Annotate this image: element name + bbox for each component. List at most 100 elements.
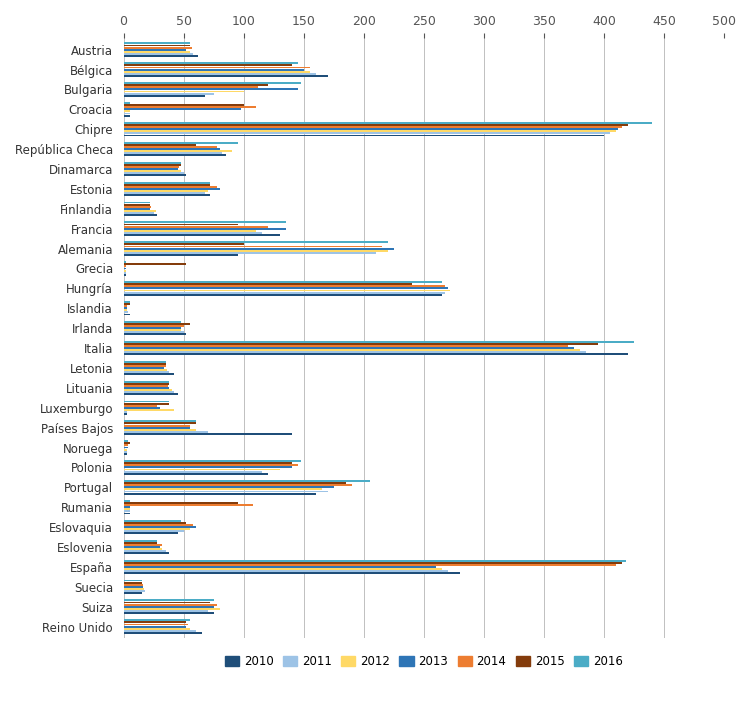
Bar xyxy=(124,619,189,621)
Bar xyxy=(124,440,128,442)
Bar xyxy=(124,252,376,253)
Bar xyxy=(124,506,129,508)
Bar xyxy=(124,128,618,130)
Bar xyxy=(124,105,243,106)
Bar xyxy=(124,82,301,84)
Bar xyxy=(124,484,351,486)
Bar xyxy=(124,511,129,513)
Bar xyxy=(124,329,181,332)
Bar xyxy=(124,287,448,289)
Bar xyxy=(124,271,126,274)
Bar xyxy=(124,504,253,506)
Bar xyxy=(124,341,634,343)
Bar xyxy=(124,212,153,214)
Bar xyxy=(124,270,126,271)
Bar xyxy=(124,241,388,243)
Bar xyxy=(124,124,628,126)
Bar xyxy=(124,84,267,86)
Bar xyxy=(124,420,195,422)
Bar xyxy=(124,445,128,446)
Bar xyxy=(124,146,217,148)
Bar xyxy=(124,246,382,248)
Bar xyxy=(124,610,207,611)
Bar xyxy=(124,391,174,393)
Bar xyxy=(124,548,162,550)
Bar xyxy=(124,174,186,176)
Bar xyxy=(124,383,169,384)
Bar xyxy=(124,334,186,335)
Bar xyxy=(124,115,129,117)
Bar xyxy=(124,289,450,291)
Bar xyxy=(124,332,183,334)
Bar xyxy=(124,166,179,168)
Bar xyxy=(124,422,195,425)
Bar xyxy=(124,309,127,311)
Bar xyxy=(124,442,129,445)
Bar xyxy=(124,135,604,137)
Bar xyxy=(124,470,261,473)
Bar xyxy=(124,254,237,256)
Bar xyxy=(124,67,309,69)
Bar xyxy=(124,274,126,276)
Bar xyxy=(124,343,598,345)
Bar xyxy=(124,425,189,427)
Bar xyxy=(124,53,193,55)
Bar xyxy=(124,42,189,44)
Bar xyxy=(124,291,445,294)
Bar xyxy=(124,55,198,57)
Bar xyxy=(124,407,159,409)
Bar xyxy=(124,323,189,325)
Bar xyxy=(124,460,301,462)
Bar xyxy=(124,500,129,502)
Bar xyxy=(124,286,445,287)
Bar xyxy=(124,192,205,194)
Bar xyxy=(124,226,267,228)
Bar xyxy=(124,144,195,146)
Bar xyxy=(124,112,129,115)
Bar xyxy=(124,381,169,382)
Bar xyxy=(124,568,442,570)
Bar xyxy=(124,92,213,95)
Bar xyxy=(124,162,181,164)
Bar xyxy=(124,486,333,488)
Bar xyxy=(124,513,129,514)
Bar xyxy=(124,451,127,453)
Bar xyxy=(124,572,460,574)
Bar xyxy=(124,528,189,530)
Bar xyxy=(124,431,207,432)
Bar xyxy=(124,168,177,170)
Bar xyxy=(124,232,261,234)
Bar xyxy=(124,520,181,522)
Bar xyxy=(124,540,157,542)
Bar xyxy=(124,413,127,415)
Bar xyxy=(124,371,169,373)
Bar xyxy=(124,389,171,391)
Bar xyxy=(124,110,129,112)
Bar xyxy=(124,228,285,230)
Bar xyxy=(124,468,279,470)
Bar xyxy=(124,186,217,188)
Bar xyxy=(124,230,255,232)
Bar xyxy=(124,153,222,154)
Bar xyxy=(124,261,126,263)
Bar xyxy=(124,533,177,534)
Bar xyxy=(124,524,193,526)
Bar xyxy=(124,490,327,493)
Bar xyxy=(124,606,213,608)
Bar xyxy=(124,482,345,484)
Bar xyxy=(124,268,126,269)
Bar xyxy=(124,354,628,355)
Bar xyxy=(124,170,181,172)
Bar xyxy=(124,429,195,431)
Bar xyxy=(124,69,303,70)
Bar xyxy=(124,552,169,554)
Bar xyxy=(124,208,150,210)
Bar xyxy=(124,601,210,604)
Bar xyxy=(124,243,243,246)
Bar xyxy=(124,263,186,265)
Bar xyxy=(124,393,177,395)
Bar xyxy=(124,150,231,153)
Bar xyxy=(124,365,165,367)
Bar xyxy=(124,90,243,92)
Bar xyxy=(124,544,162,546)
